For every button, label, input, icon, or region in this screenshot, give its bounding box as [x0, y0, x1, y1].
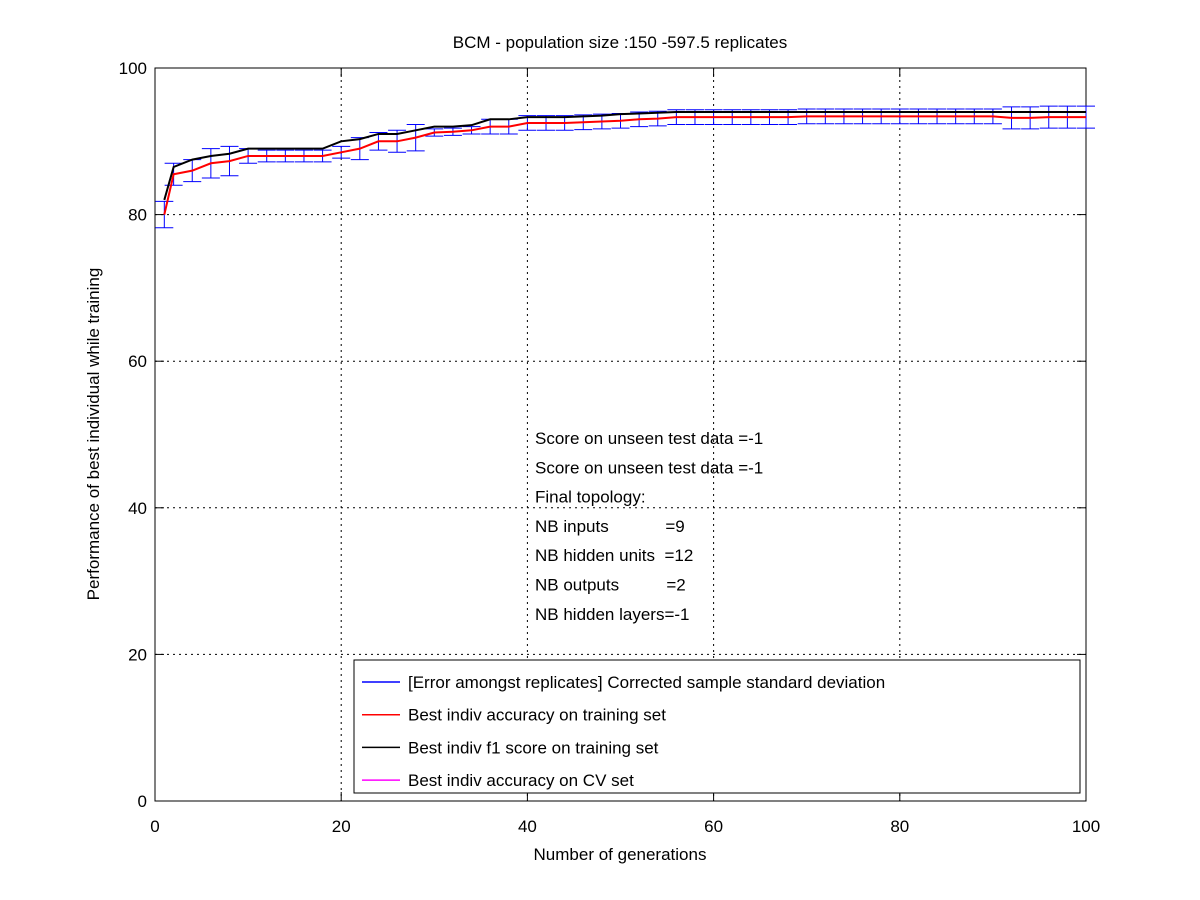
x-tick-label: 20: [332, 817, 351, 836]
annotation: NB inputs =9: [535, 517, 685, 536]
legend-label: Best indiv accuracy on CV set: [408, 771, 634, 790]
x-tick-label: 60: [704, 817, 723, 836]
x-tick-label: 100: [1072, 817, 1100, 836]
y-tick-label: 60: [128, 352, 147, 371]
x-tick-label: 40: [518, 817, 537, 836]
plot-frame: [154, 67, 1087, 802]
annotation: Score on unseen test data =-1: [535, 429, 763, 448]
x-tick-label: 0: [150, 817, 159, 836]
legend-box: [353, 659, 1081, 794]
annotation: NB hidden layers=-1: [535, 605, 690, 624]
legend-label: Best indiv f1 score on training set: [408, 738, 659, 757]
x-tick-label: 80: [890, 817, 909, 836]
annotation: Final topology:: [535, 488, 646, 507]
series-line: [163, 115, 1086, 215]
x-axis-label: Number of generations: [534, 845, 707, 864]
y-tick-label: 20: [128, 645, 147, 664]
legend-label: [Error amongst replicates] Corrected sam…: [408, 673, 885, 692]
y-tick-label: 100: [119, 59, 147, 78]
legend-label: Best indiv accuracy on training set: [408, 706, 666, 725]
y-axis-label: Performance of best individual while tra…: [84, 268, 103, 601]
y-tick-label: 40: [128, 499, 147, 518]
y-tick-label: 0: [138, 792, 147, 811]
annotation: NB outputs =2: [535, 576, 686, 595]
chart-title: BCM - population size :150 -597.5 replic…: [453, 33, 788, 52]
series-line: [163, 110, 1086, 201]
annotation: NB hidden units =12: [535, 546, 693, 565]
y-tick-label: 80: [128, 206, 147, 225]
annotation: Score on unseen test data =-1: [535, 458, 763, 477]
